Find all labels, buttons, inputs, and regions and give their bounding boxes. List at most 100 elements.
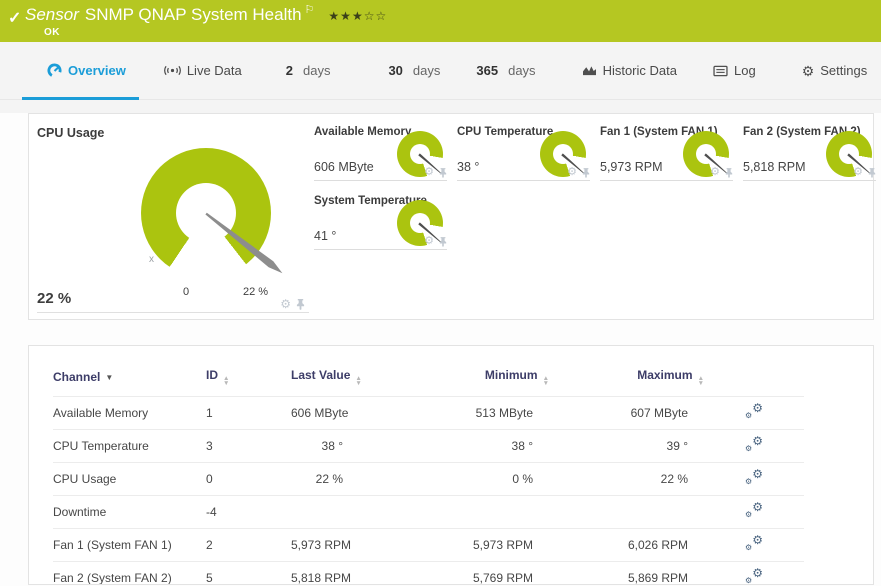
gauge-gear-icon[interactable]: ⚙ xyxy=(567,166,577,178)
column-header-last-value[interactable]: Last Value ▲ ▼ xyxy=(291,368,362,387)
axis-toggle[interactable]: x xyxy=(149,254,154,265)
cell-maximum: 22 % xyxy=(549,462,704,496)
cell-maximum: 5,869 RPM xyxy=(549,561,704,584)
channel-settings-icon[interactable]: ⚙ ⚙ xyxy=(745,566,763,585)
cell-channel: CPU Usage xyxy=(53,462,206,496)
gauge-value: 5,818 RPM xyxy=(743,160,806,174)
table-row-fan-2: Fan 2 (System FAN 2) 5 5,818 RPM 5,769 R… xyxy=(53,561,804,585)
gauge-gear-icon[interactable]: ⚙ xyxy=(424,235,434,247)
gauge-ring xyxy=(397,200,443,246)
table-row-cpu-temperature: CPU Temperature 3 38 ° 38 ° 39 ° ⚙ ⚙ xyxy=(53,429,804,463)
pin-icon[interactable] xyxy=(296,298,305,310)
channel-settings-icon[interactable]: ⚙ ⚙ xyxy=(745,434,763,453)
mini-gauge-grid: Available Memory 606 MByte ⚙ CPU Tempera… xyxy=(314,124,876,250)
gauge-value: 22 % xyxy=(37,290,72,307)
tab-overview[interactable]: Overview xyxy=(22,42,139,100)
cell-minimum xyxy=(359,495,549,529)
column-header-minimum[interactable]: Minimum ▲ ▼ xyxy=(484,368,549,387)
sensor-header: ✓ Sensor SNMP QNAP System Health ⚐ ★★★☆☆ OK xyxy=(0,0,881,42)
table-row-available-memory: Available Memory 1 606 MByte 513 MByte 6… xyxy=(53,396,804,430)
mini-gauge xyxy=(826,131,872,177)
gauge-value: 41 ° xyxy=(314,229,337,243)
tab-30-days-number: 30 xyxy=(388,63,403,78)
gauge-title: CPU Temperature xyxy=(457,126,554,138)
tab-365-days-number: 365 xyxy=(476,63,499,78)
channel-table: Channel ▼ ID ▲ ▼ Last Value ▲ ▼ Minimum ▲ ▼ Max… xyxy=(53,362,804,585)
gauge-gear-icon[interactable]: ⚙ xyxy=(853,166,863,178)
settings-gear-icon: ⚙ xyxy=(801,62,815,79)
cell-last-value: 606 MByte xyxy=(291,396,359,430)
cell-minimum: 513 MByte xyxy=(359,396,549,430)
cpu-usage-gauge xyxy=(141,148,271,278)
historic-data-icon xyxy=(582,66,596,76)
mini-gauge xyxy=(397,131,443,177)
sort-icon: ▲ ▼ xyxy=(542,375,549,387)
cell-id: 3 xyxy=(206,429,291,463)
cell-channel: Fan 1 (System FAN 1) xyxy=(53,528,206,562)
priority-stars[interactable]: ★★★☆☆ xyxy=(328,9,388,23)
gauge-title: Available Memory xyxy=(314,126,412,138)
tab-log-label: Log xyxy=(733,63,756,78)
tab-settings[interactable]: ⚙ Settings xyxy=(802,42,868,100)
gauge-title: Fan 1 (System FAN 1) xyxy=(600,126,718,138)
gauge-gear-icon[interactable]: ⚙ xyxy=(710,166,720,178)
cell-channel: Fan 2 (System FAN 2) xyxy=(53,561,206,584)
cell-last-value: 5,973 RPM xyxy=(291,528,359,562)
pin-icon[interactable] xyxy=(582,167,590,178)
gauge-scale-min: 0 xyxy=(183,286,190,298)
table-row-fan-1: Fan 1 (System FAN 1) 2 5,973 RPM 5,973 R… xyxy=(53,528,804,562)
gauge-gear-icon[interactable]: ⚙ xyxy=(280,297,291,311)
cell-id: 2 xyxy=(206,528,291,562)
status-badge: OK xyxy=(44,27,60,38)
column-header-maximum[interactable]: Maximum ▲ ▼ xyxy=(637,368,704,387)
tab-30-days[interactable]: 30 days xyxy=(388,42,440,100)
cell-minimum: 5,769 RPM xyxy=(359,561,549,584)
status-check-icon: ✓ xyxy=(8,10,22,27)
gauge-card-cpu-temperature: CPU Temperature 38 ° ⚙ xyxy=(457,124,590,181)
gauge-gear-icon[interactable]: ⚙ xyxy=(424,166,434,178)
gauge-value: 38 ° xyxy=(457,160,480,174)
channel-settings-icon[interactable]: ⚙ ⚙ xyxy=(745,500,763,519)
tab-live-data[interactable]: Live Data xyxy=(163,42,242,100)
tab-2-days-label: days xyxy=(302,63,331,78)
cell-last-value: 38 ° xyxy=(291,429,359,463)
tab-365-days[interactable]: 365 days xyxy=(476,42,535,100)
pin-icon[interactable] xyxy=(725,167,733,178)
tab-live-data-label: Live Data xyxy=(186,63,242,78)
sort-icon: ▲ ▼ xyxy=(355,375,362,387)
tab-30-days-label: days xyxy=(412,63,441,78)
pin-icon[interactable] xyxy=(439,236,447,247)
cell-id: 1 xyxy=(206,396,291,430)
cell-channel: CPU Temperature xyxy=(53,429,206,463)
cell-maximum: 6,026 RPM xyxy=(549,528,704,562)
cell-channel: Downtime xyxy=(53,495,206,529)
sensor-kind-label: Sensor xyxy=(25,5,79,24)
tab-2-days[interactable]: 2 days xyxy=(286,42,331,100)
column-header-id[interactable]: ID ▲ ▼ xyxy=(206,368,230,387)
tab-historic-data-label: Historic Data xyxy=(602,63,677,78)
overview-panel: CPU Usage x 0 22 % 22 % ⚙ Available Memo… xyxy=(28,113,876,320)
sort-icon: ▲ ▼ xyxy=(697,375,704,387)
column-header-settings xyxy=(704,362,804,397)
gauge-title: Fan 2 (System FAN 2) xyxy=(743,126,861,138)
tab-strip: Overview Live Data 2 days 30 days 365 da… xyxy=(0,42,881,113)
tab-historic-data[interactable]: Historic Data xyxy=(582,42,677,100)
channel-settings-icon[interactable]: ⚙ ⚙ xyxy=(745,467,763,486)
pin-icon[interactable] xyxy=(439,167,447,178)
log-icon xyxy=(713,65,728,76)
channel-table-panel: Channel ▼ ID ▲ ▼ Last Value ▲ ▼ Minimum ▲ ▼ Max… xyxy=(28,345,874,585)
tab-log[interactable]: Log xyxy=(713,42,756,100)
table-row-downtime: Downtime -4 ⚙ ⚙ xyxy=(53,495,804,529)
cell-id: 0 xyxy=(206,462,291,496)
mini-gauge xyxy=(540,131,586,177)
cell-id: -4 xyxy=(206,495,291,529)
channel-settings-icon[interactable]: ⚙ ⚙ xyxy=(745,401,763,420)
sort-desc-icon: ▼ xyxy=(105,373,114,382)
channel-settings-icon[interactable]: ⚙ ⚙ xyxy=(745,533,763,552)
mini-gauge xyxy=(397,200,443,246)
tab-2-days-number: 2 xyxy=(285,63,293,78)
tab-bar: Overview Live Data 2 days 30 days 365 da… xyxy=(0,42,881,100)
column-header-channel[interactable]: Channel ▼ xyxy=(53,370,114,384)
pin-icon[interactable] xyxy=(868,167,876,178)
flag-icon[interactable]: ⚐ xyxy=(304,4,315,16)
